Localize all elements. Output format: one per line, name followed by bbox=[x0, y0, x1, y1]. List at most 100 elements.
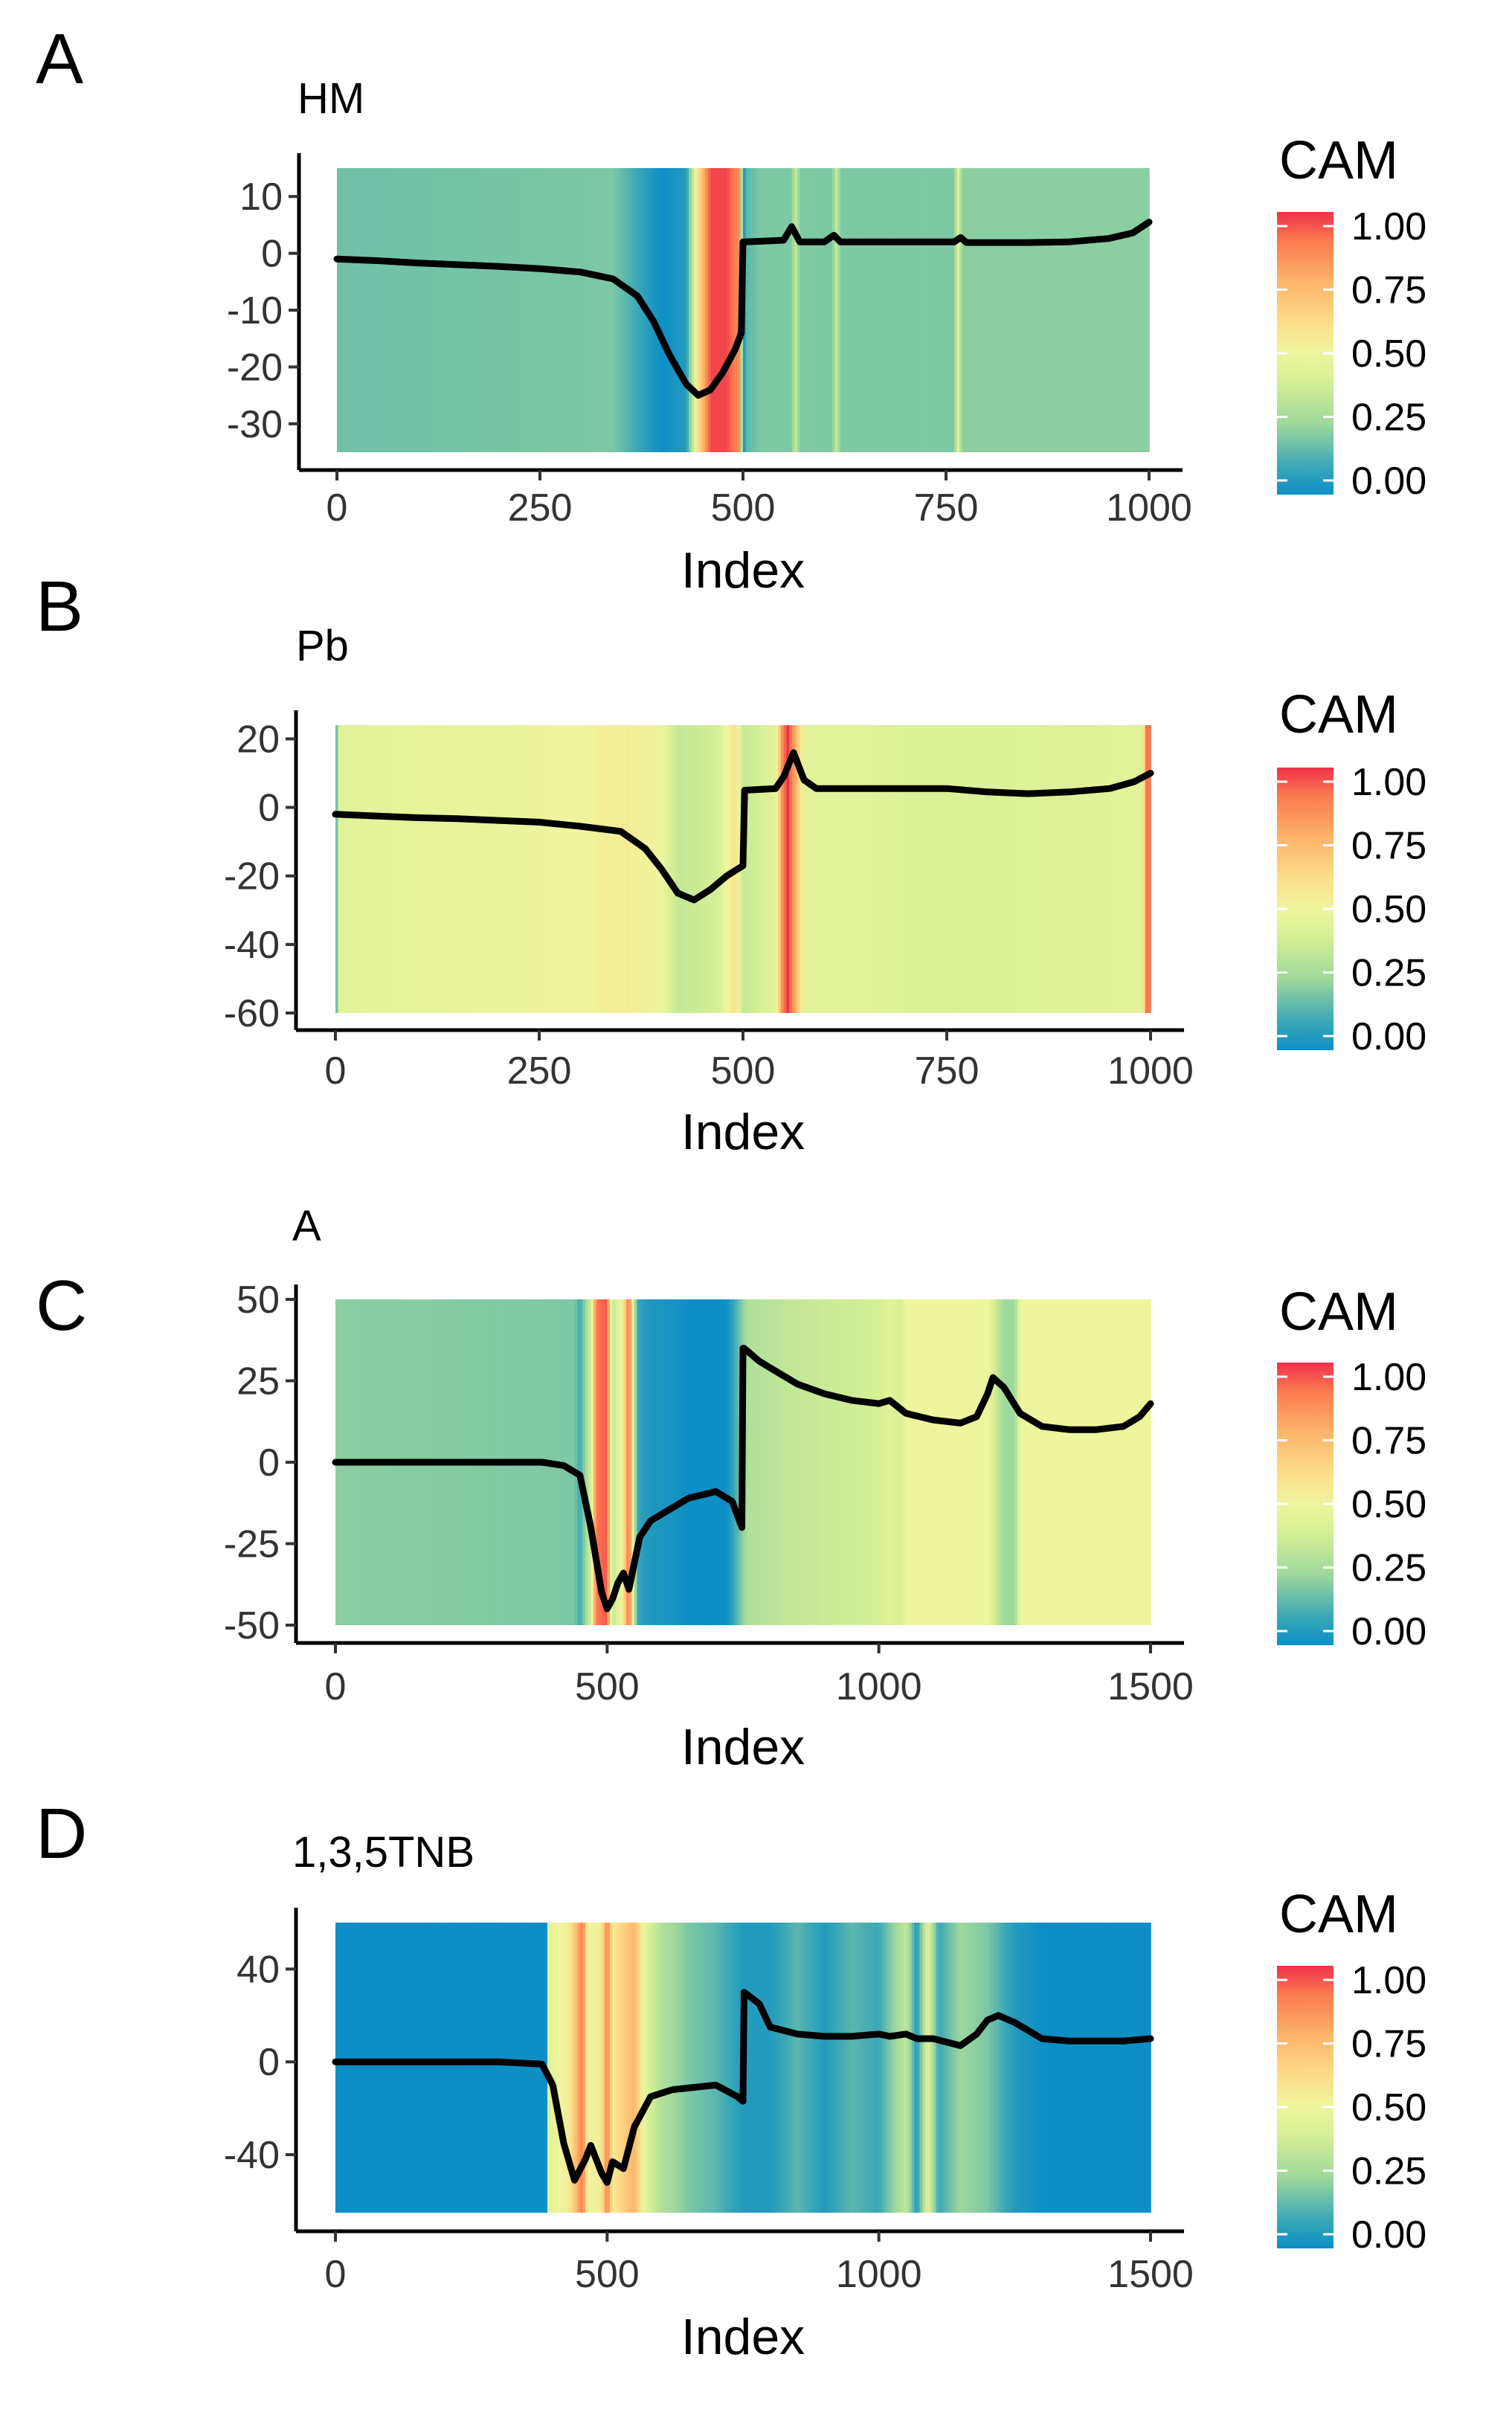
cam-strip bbox=[585, 1299, 589, 1625]
cam-strip bbox=[593, 725, 597, 1013]
cam-strip bbox=[943, 168, 947, 452]
cam-strip bbox=[688, 725, 692, 1013]
cam-strip bbox=[962, 1923, 967, 2213]
cam-strip bbox=[398, 1923, 402, 2213]
cam-strip bbox=[1014, 168, 1017, 452]
cam-strip bbox=[998, 1299, 1002, 1625]
cam-strip bbox=[727, 1923, 730, 2213]
cam-strip bbox=[645, 725, 649, 1013]
cam-strip bbox=[974, 1923, 977, 2213]
cam-strip bbox=[1064, 725, 1067, 1013]
cam-strip bbox=[849, 725, 852, 1013]
cam-strip bbox=[783, 1923, 788, 2213]
cam-strip bbox=[566, 725, 570, 1013]
cam-strip bbox=[981, 168, 985, 452]
cam-strip bbox=[745, 168, 750, 452]
cam-strip bbox=[631, 168, 636, 452]
cam-strip bbox=[463, 1923, 467, 2213]
cam-strip bbox=[821, 725, 826, 1013]
cam-strip bbox=[808, 168, 811, 452]
cam-strip bbox=[1028, 1299, 1032, 1625]
cam-strip bbox=[895, 725, 899, 1013]
panel-b: B Pb 20 0 -20 -40 -60 0 250 500 750 1000 Index CAM 1.0… bbox=[36, 567, 1426, 1160]
cam-strip bbox=[878, 1923, 883, 2213]
x-tick-label: 250 bbox=[508, 486, 573, 530]
cam-strip bbox=[628, 1299, 633, 1625]
cam-strip bbox=[547, 168, 552, 452]
cam-strip bbox=[509, 725, 513, 1013]
cam-strip bbox=[369, 168, 373, 452]
cam-strip bbox=[541, 725, 546, 1013]
cam-strip bbox=[846, 1923, 850, 2213]
cam-strip bbox=[851, 168, 855, 452]
cam-strip bbox=[1134, 1299, 1138, 1625]
cam-strip bbox=[585, 168, 590, 452]
cam-strip bbox=[620, 1299, 625, 1625]
cam-strip bbox=[900, 1299, 904, 1625]
cam-strip bbox=[476, 1923, 480, 2213]
cam-strip bbox=[403, 725, 407, 1013]
cam-strip bbox=[990, 1923, 994, 2213]
cam-strip bbox=[437, 168, 441, 452]
cam-strip bbox=[993, 725, 997, 1013]
x-tick-label: 1000 bbox=[1106, 486, 1192, 530]
cam-strip bbox=[762, 725, 766, 1013]
cam-strip bbox=[612, 1923, 617, 2213]
cam-strip bbox=[1103, 168, 1107, 452]
x-tick-label: 0 bbox=[325, 1049, 347, 1093]
cam-strip bbox=[531, 725, 535, 1013]
cam-strip bbox=[1072, 1299, 1075, 1625]
cam-strip bbox=[868, 1299, 872, 1625]
legend-title: CAM bbox=[1279, 1282, 1398, 1342]
cam-strip bbox=[960, 1923, 964, 2213]
cam-strip bbox=[444, 725, 448, 1013]
cam-strip bbox=[1112, 1923, 1116, 2213]
cam-strip bbox=[748, 725, 752, 1013]
cam-strip bbox=[418, 168, 422, 452]
cam-strip bbox=[680, 1299, 684, 1625]
cam-strip bbox=[449, 1923, 453, 2213]
cam-strip bbox=[566, 1299, 570, 1625]
cam-strip bbox=[556, 168, 560, 452]
cam-strip bbox=[1087, 725, 1092, 1013]
cam-strip bbox=[436, 1923, 440, 2213]
cam-strip bbox=[707, 725, 711, 1013]
cam-strip bbox=[615, 1923, 619, 2213]
cam-strip bbox=[574, 1923, 578, 2213]
cam-strip bbox=[1038, 168, 1042, 452]
cam-strip bbox=[1008, 168, 1012, 452]
cam-strip bbox=[857, 1299, 860, 1625]
cam-strip bbox=[729, 1299, 733, 1625]
cam-strip bbox=[832, 168, 836, 452]
cam-strip bbox=[889, 725, 893, 1013]
cam-strip bbox=[367, 168, 370, 452]
cam-strip bbox=[765, 168, 768, 452]
cam-strip bbox=[860, 1923, 863, 2213]
cam-strip bbox=[431, 168, 435, 452]
cam-strip bbox=[501, 1923, 505, 2213]
cam-strip bbox=[1145, 1923, 1149, 2213]
cam-strip bbox=[696, 1923, 701, 2213]
cam-strip bbox=[428, 168, 433, 452]
cam-strip bbox=[954, 1923, 959, 2213]
cam-strip bbox=[626, 168, 630, 452]
cam-legend: CAM 1.00 0.75 0.50 0.25 0.00 bbox=[1277, 1885, 1426, 2257]
cam-strip bbox=[1023, 725, 1026, 1013]
cam-strip bbox=[813, 168, 817, 452]
cam-strip bbox=[637, 168, 641, 452]
cam-strip bbox=[721, 1923, 725, 2213]
cam-strip bbox=[881, 725, 885, 1013]
cam-strip bbox=[1006, 725, 1010, 1013]
cam-strip bbox=[775, 725, 779, 1013]
cam-strip bbox=[1058, 725, 1062, 1013]
cam-strip bbox=[865, 1923, 869, 2213]
cam-strip bbox=[338, 1923, 342, 2213]
cam-strip bbox=[852, 725, 855, 1013]
cam-strip bbox=[979, 1923, 983, 2213]
panel-letter: A bbox=[36, 19, 83, 99]
cam-strip bbox=[1101, 1299, 1105, 1625]
cam-strip bbox=[599, 1923, 602, 2213]
legend-label: 0.50 bbox=[1351, 2086, 1426, 2129]
cam-strip bbox=[702, 168, 706, 452]
cam-strip bbox=[724, 168, 727, 452]
